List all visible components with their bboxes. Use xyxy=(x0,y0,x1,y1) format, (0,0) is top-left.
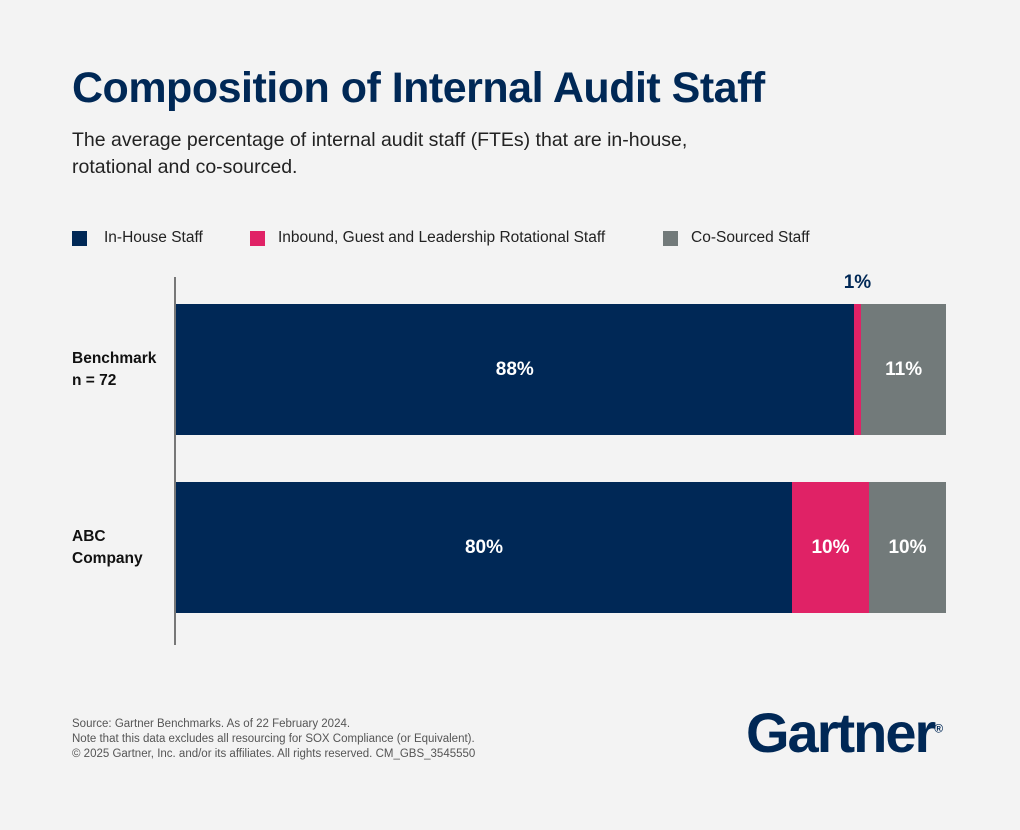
category-label-line: Benchmark xyxy=(72,350,157,367)
legend-swatch xyxy=(72,230,87,246)
bar-segment: 80% xyxy=(176,482,792,613)
data-label: 10% xyxy=(888,536,927,558)
exclusion-note: Note that this data excludes all resourc… xyxy=(72,733,475,745)
data-label: 10% xyxy=(811,536,850,558)
legend-item-in-house: In-House Staff xyxy=(72,229,203,247)
data-label: 1% xyxy=(843,272,872,293)
footer-notes: Source: Gartner Benchmarks. As of 22 Feb… xyxy=(72,717,475,762)
gartner-logo: Gartner® xyxy=(746,700,943,765)
legend-item-rotational: Inbound, Guest and Leadership Rotational… xyxy=(250,229,605,247)
category-label-line: n = 72 xyxy=(72,372,117,389)
logo-registered-mark: ® xyxy=(934,721,944,736)
bar-segment xyxy=(853,304,862,435)
data-label: 11% xyxy=(885,358,923,380)
category-label-line: ABC xyxy=(72,528,106,545)
legend-label: Inbound, Guest and Leadership Rotational… xyxy=(278,229,606,246)
category-label-abc-company: ABC Company xyxy=(72,526,143,570)
legend-label: Co-Sourced Staff xyxy=(691,229,810,246)
legend-label: In-House Staff xyxy=(104,229,203,246)
bar-segment: 11% xyxy=(861,304,946,435)
bar-segment: 10% xyxy=(869,482,946,613)
data-label: 88% xyxy=(495,358,534,380)
data-label: 80% xyxy=(464,536,504,558)
logo-text: Gartner xyxy=(746,701,936,764)
legend-item-co-sourced: Co-Sourced Staff xyxy=(663,229,810,247)
category-label-line: Company xyxy=(72,550,143,567)
legend-swatch xyxy=(250,230,265,246)
legend-swatch xyxy=(663,230,678,246)
bar-segment: 10% xyxy=(792,482,869,613)
bar-segment: 88% xyxy=(176,304,854,435)
y-axis-line xyxy=(174,277,176,645)
copyright-note: © 2025 Gartner, Inc. and/or its affiliat… xyxy=(72,748,476,760)
chart-subtitle: The average percentage of internal audit… xyxy=(72,129,688,178)
source-note: Source: Gartner Benchmarks. As of 22 Feb… xyxy=(72,718,351,730)
chart-title: Composition of Internal Audit Staff xyxy=(72,64,765,112)
category-label-benchmark: Benchmark n = 72 xyxy=(72,348,156,392)
